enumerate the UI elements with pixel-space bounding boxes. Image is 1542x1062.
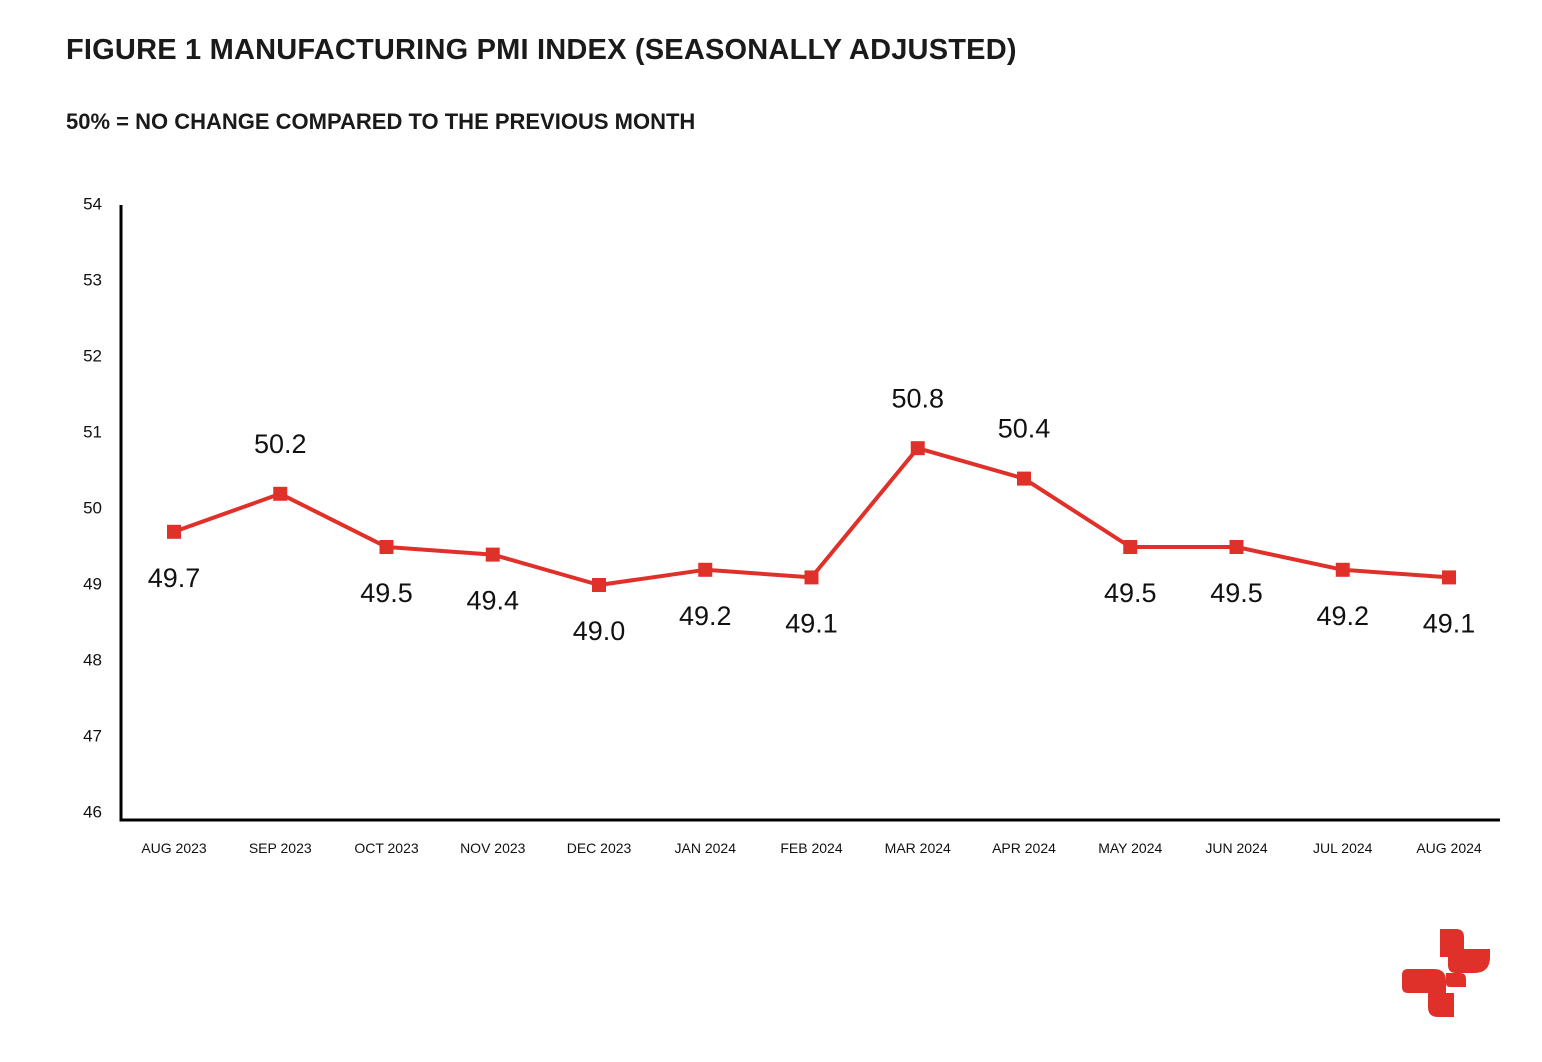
data-label: 49.1 xyxy=(1423,609,1476,639)
logo-shape xyxy=(1446,973,1466,987)
x-tick-label: MAY 2024 xyxy=(1098,840,1162,856)
data-label: 49.5 xyxy=(360,578,413,608)
x-tick-label: JUN 2024 xyxy=(1205,840,1267,856)
data-point-marker xyxy=(379,540,394,554)
data-label: 49.2 xyxy=(1316,601,1369,631)
brand-logo-icon xyxy=(1402,929,1490,1017)
data-label: 49.7 xyxy=(148,563,201,593)
data-point-marker xyxy=(1335,562,1350,577)
y-tick-label: 46 xyxy=(83,802,102,821)
data-point-marker xyxy=(167,524,181,539)
x-tick-label: NOV 2023 xyxy=(460,840,526,856)
chart-title: FIGURE 1 MANUFACTURING PMI INDEX (SEASON… xyxy=(66,34,1017,66)
x-tick-label: MAR 2024 xyxy=(885,840,951,856)
data-label: 49.4 xyxy=(466,586,519,616)
data-point-marker xyxy=(1229,540,1244,554)
data-point-marker xyxy=(1442,570,1456,585)
data-label: 50.4 xyxy=(998,414,1051,444)
x-tick-label: APR 2024 xyxy=(992,840,1056,856)
y-tick-label: 53 xyxy=(83,270,102,289)
y-tick-label: 50 xyxy=(83,498,102,517)
data-label: 49.5 xyxy=(1210,578,1263,608)
data-label: 50.2 xyxy=(254,429,307,459)
data-label: 50.8 xyxy=(891,383,944,413)
data-point-marker xyxy=(592,578,606,592)
x-tick-label: SEP 2023 xyxy=(249,840,312,856)
data-point-marker xyxy=(804,570,819,585)
x-tick-label: AUG 2024 xyxy=(1416,840,1482,856)
data-label: 49.5 xyxy=(1104,578,1157,608)
x-tick-label: DEC 2023 xyxy=(567,840,632,856)
y-tick-label: 54 xyxy=(83,194,102,213)
y-tick-label: 49 xyxy=(83,574,102,593)
x-tick-label: FEB 2024 xyxy=(780,840,842,856)
data-point-marker xyxy=(1123,540,1138,554)
y-tick-label: 47 xyxy=(83,726,102,745)
data-point-marker xyxy=(910,441,925,456)
data-point-marker xyxy=(273,486,288,501)
x-tick-label: JUL 2024 xyxy=(1313,840,1373,856)
logo-shape xyxy=(1440,929,1490,973)
chart-subtitle: 50% = NO CHANGE COMPARED TO THE PREVIOUS… xyxy=(66,109,696,134)
data-point-marker xyxy=(1017,471,1031,486)
data-label: 49.1 xyxy=(785,609,838,639)
data-label: 49.2 xyxy=(679,601,732,631)
data-label: 49.0 xyxy=(573,616,626,646)
y-tick-label: 52 xyxy=(83,346,102,365)
data-point-marker xyxy=(698,562,713,577)
series-line xyxy=(172,446,1451,587)
y-tick-label: 48 xyxy=(83,650,102,669)
x-tick-label: JAN 2024 xyxy=(675,840,737,856)
x-tick-label: AUG 2023 xyxy=(141,840,207,856)
data-point-marker xyxy=(485,547,500,562)
x-tick-label: OCT 2023 xyxy=(354,840,419,856)
y-tick-label: 51 xyxy=(83,422,102,441)
logo-shape xyxy=(1402,969,1454,1017)
